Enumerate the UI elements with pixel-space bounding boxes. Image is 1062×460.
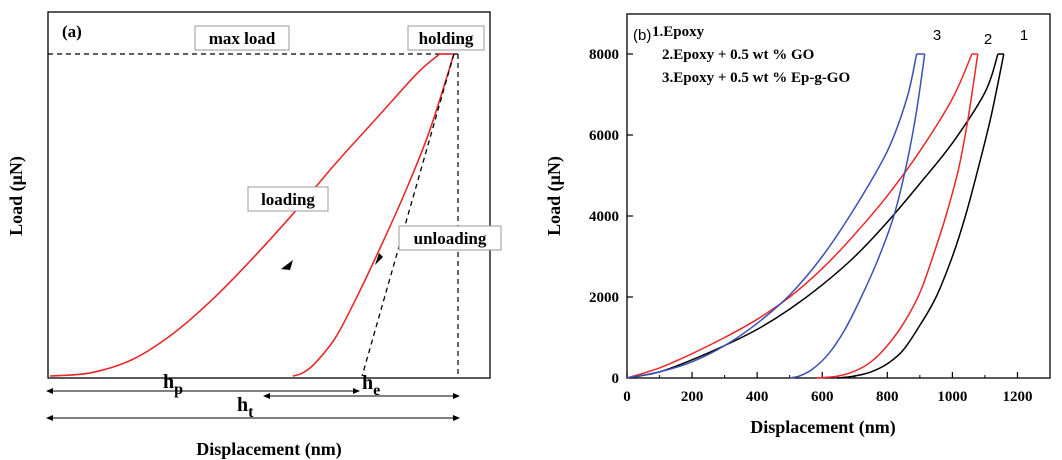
hp-arrow-right <box>353 388 360 394</box>
y-tick-label: 2000 <box>589 290 619 306</box>
y-tick-label: 0 <box>612 371 620 387</box>
x-tick-label: 1200 <box>1002 389 1032 405</box>
panel-b-ticks: 0 200 400 600 800 1000 1200 0 2000 4000 6000 8000 <box>589 47 1032 405</box>
loading-box <box>247 186 329 212</box>
max-load-text: max load <box>209 29 276 48</box>
curve-loading <box>49 53 441 377</box>
panel-a: (a) max load holding loading unloading <box>6 11 502 460</box>
panel-b-frame <box>626 13 1051 379</box>
max-load-box <box>194 25 290 51</box>
y-tick-label: 4000 <box>589 209 619 225</box>
x-tick-label: 600 <box>811 389 834 405</box>
panel-b-label: (b) <box>633 27 651 44</box>
x-tick-label: 1000 <box>937 389 967 405</box>
series-1-loading <box>626 53 999 379</box>
series-3-unloading <box>789 53 926 379</box>
loading-text: loading <box>261 190 315 209</box>
panel-a-frame <box>47 11 491 379</box>
x-tick-label: 400 <box>746 389 769 405</box>
x-tick-label: 800 <box>876 389 899 405</box>
y-tick-label: 6000 <box>589 128 619 144</box>
series-1-unloading <box>836 53 1005 379</box>
series-2-unloading <box>815 53 979 379</box>
holding-box <box>407 25 485 51</box>
holding-text: holding <box>419 29 474 48</box>
x-tick-label: 200 <box>681 389 704 405</box>
hp-arrow-left <box>46 388 53 394</box>
panel-a-y-label: Load (μN) <box>6 156 27 236</box>
panel-b: 0 200 400 600 800 1000 1200 0 2000 4000 6000 8000 (… <box>544 13 1051 438</box>
hp-label: hp <box>163 371 183 398</box>
unloading-arrow <box>375 253 383 265</box>
legend-entry-1: 1.Epoxy <box>652 24 705 40</box>
x-tick-label: 0 <box>623 389 631 405</box>
panel-a-x-label: Displacement (nm) <box>196 439 341 460</box>
curve-unloading <box>292 53 455 377</box>
ht-arrow-right <box>453 415 460 421</box>
legend-entry-3: 3.Epoxy + 0.5 wt % Ep-g-GO <box>662 70 850 86</box>
curve-tangent <box>361 53 455 377</box>
panel-b-curves <box>626 53 1005 379</box>
loading-arrow <box>281 260 293 270</box>
curve-label-3: 3 <box>933 27 941 44</box>
ht-label: ht <box>237 394 254 421</box>
legend-entry-2: 2.Epoxy + 0.5 wt % GO <box>662 47 814 63</box>
panel-a-label: (a) <box>62 22 82 41</box>
series-3-loading <box>626 53 918 379</box>
y-tick-label: 8000 <box>589 47 619 63</box>
he-arrow-right <box>453 393 460 399</box>
panel-a-curves <box>49 53 455 377</box>
unloading-text: unloading <box>414 229 487 248</box>
panel-b-x-label: Displacement (nm) <box>750 417 895 438</box>
ht-arrow-left <box>46 415 53 421</box>
he-label: he <box>362 372 380 399</box>
unloading-box <box>398 225 502 251</box>
series-2-loading <box>626 53 973 379</box>
curve-label-2: 2 <box>984 31 992 48</box>
curve-label-1: 1 <box>1020 27 1028 44</box>
panel-b-y-label: Load (μN) <box>544 156 565 236</box>
he-arrow-left <box>263 393 270 399</box>
